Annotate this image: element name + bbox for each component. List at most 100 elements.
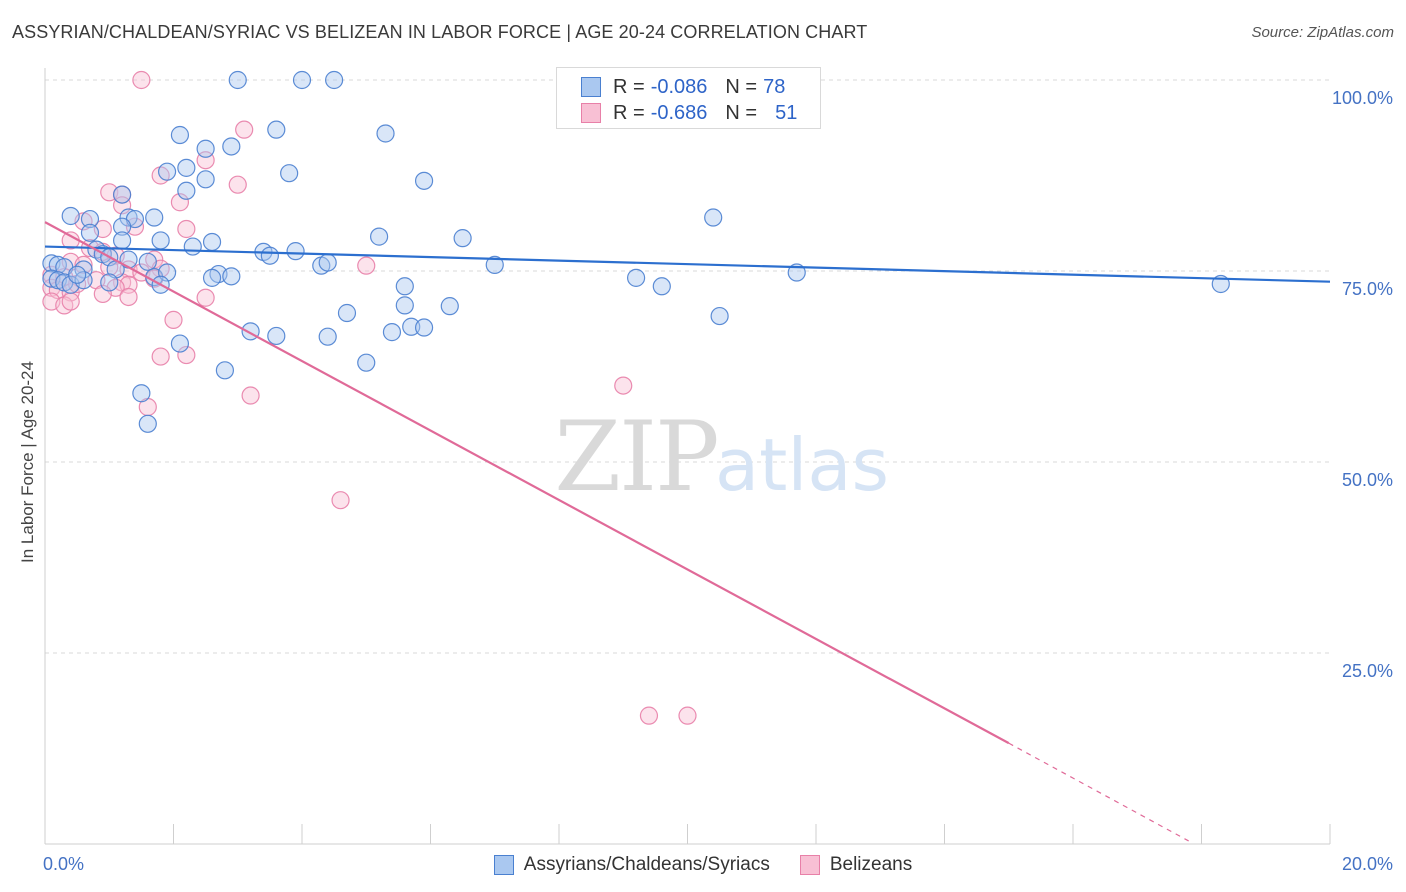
trend-line-belizeans [44,221,1010,745]
axes [44,68,1331,845]
legend-r-value: -0.686 [650,101,708,124]
data-point [164,310,183,329]
data-point [177,181,196,200]
data-point [376,124,395,143]
data-point [614,376,633,395]
data-point [678,706,697,725]
data-point [485,255,504,274]
data-point [80,209,100,229]
data-point [228,70,247,90]
data-point [215,361,234,380]
data-point [119,287,138,307]
data-point [68,265,87,284]
data-point [145,208,164,227]
legend-n-value: 51 [775,101,798,124]
legend-n-value: 78 [763,75,786,98]
data-point [710,306,729,326]
data-point [331,491,350,510]
data-point [337,303,357,323]
data-point [318,253,337,272]
data-point [414,318,434,337]
data-point [138,414,157,433]
data-point [357,353,376,372]
data-point [395,296,414,315]
data-point [170,334,190,353]
data-point [357,256,376,275]
data-point [177,219,196,239]
data-point [292,70,312,90]
data-point [183,237,202,256]
data-point [222,267,241,286]
y-tick-label: 100.0% [1332,88,1393,108]
data-point [61,292,80,311]
data-point [151,231,170,250]
data-point [202,268,222,287]
data-point [382,323,402,342]
data-point [639,706,659,725]
data-point [177,158,196,177]
data-point [151,347,170,366]
data-point [228,175,247,194]
data-point [119,208,138,227]
y-tick-label: 50.0% [1342,470,1393,490]
data-point [652,277,671,296]
series-legend-assyrians[interactable]: Assyrians/Chaldeans/Syriacs [493,854,770,876]
trend-lines [44,221,1331,842]
series-name: Belizeans [829,854,913,875]
data-point [267,326,286,346]
data-point [222,137,241,156]
y-tick-label: 25.0% [1342,661,1393,681]
legend-r-value: -0.086 [650,75,708,98]
watermark: ZIP atlas [554,401,889,513]
series-legend-belizeans[interactable]: Belizeans [799,854,913,876]
series-swatch-blue [493,855,514,875]
tick-labels: 100.0% 75.0% 50.0% 25.0% 0.0% 20.0% [43,88,1393,874]
data-point [112,217,132,236]
data-point [626,268,646,287]
data-point [453,229,472,248]
data-point [440,297,459,316]
data-point [286,242,305,261]
data-point [318,327,337,346]
data-point [370,227,389,246]
data-point [112,185,132,204]
data-point [196,139,215,158]
data-point [170,193,190,212]
data-point [235,120,254,139]
legend-n-label: N = [725,75,758,98]
trend-line-assyrians [44,245,1331,283]
x-tick-label: 20.0% [1342,854,1393,874]
series-name: Assyrians/Chaldeans/Syriacs [523,854,770,875]
legend-swatch-blue [581,77,601,97]
legend-r-label: R = [613,75,645,98]
data-point [132,384,151,403]
data-point [414,171,434,190]
data-point [125,217,145,236]
data-point [395,277,414,296]
data-point [138,252,157,271]
data-point [202,232,222,252]
trend-line-belizeans-extrapolated [1008,742,1189,842]
gridlines [45,79,1330,654]
x-tick-label: 0.0% [43,854,84,874]
series-legend: Assyrians/Chaldeans/Syriacs Belizeans [0,852,1406,878]
legend-r-label: R = [613,101,645,124]
data-point [196,170,215,189]
data-point [177,345,196,365]
correlation-legend: R = -0.086 N = 78 R = -0.686 N = 51 [556,67,821,129]
data-point [61,206,80,226]
watermark-zip: ZIP [554,401,717,513]
data-point [74,255,93,274]
data-point [704,208,723,227]
data-point [100,273,119,292]
legend-row-assyrians: R = -0.086 N = 78 [581,75,785,99]
legend-swatch-pink [581,103,601,123]
data-point [196,288,215,307]
data-point [93,284,112,304]
chart-title: ASSYRIAN/CHALDEAN/SYRIAC VS BELIZEAN IN … [12,22,868,42]
data-point [325,70,344,90]
data-point [402,317,421,336]
series-swatch-pink [799,855,820,875]
legend-n-label: N = [725,101,758,124]
